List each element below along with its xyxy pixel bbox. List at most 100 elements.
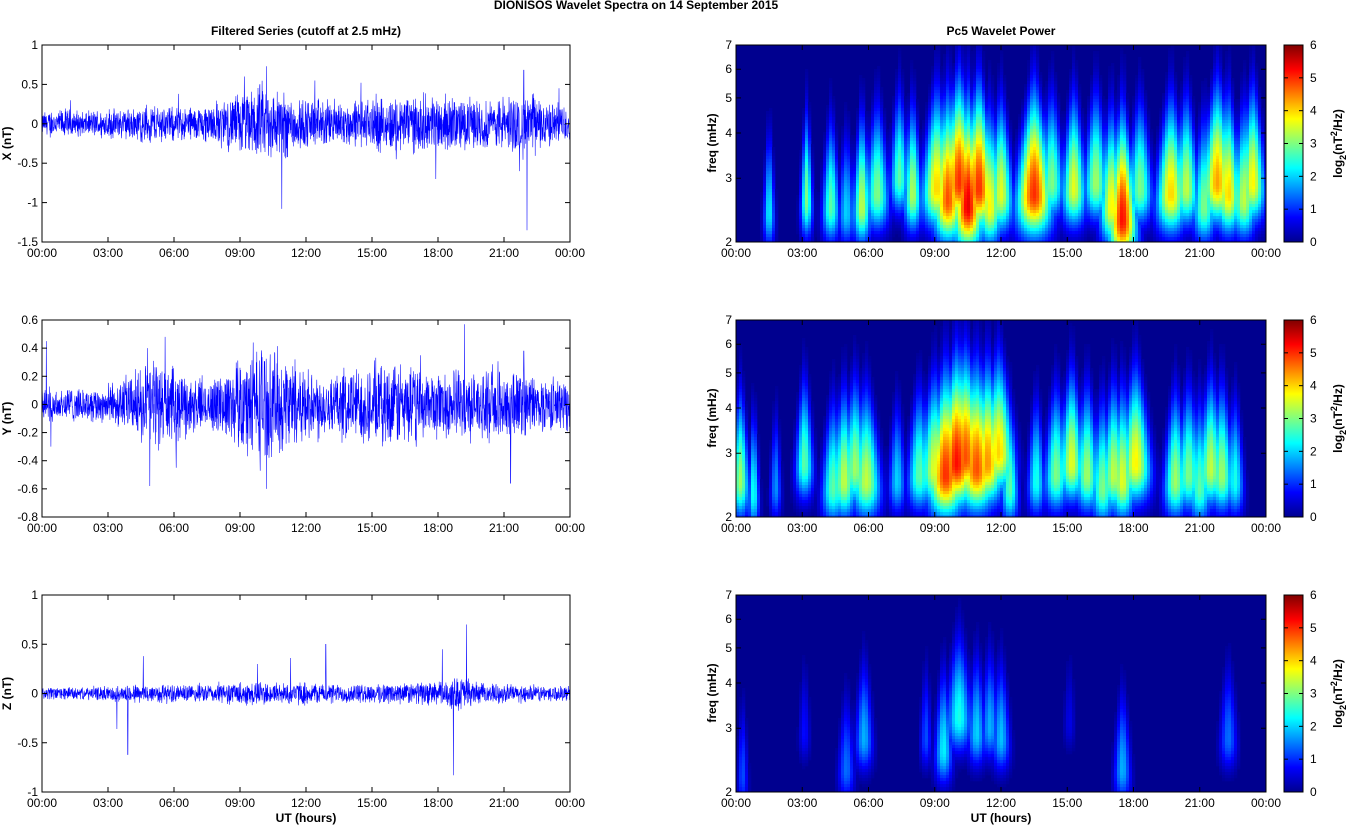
heatmap-cell bbox=[946, 93, 950, 97]
heatmap-cell bbox=[1048, 132, 1052, 136]
heatmap-cell bbox=[826, 228, 830, 232]
heatmap-cell bbox=[1033, 72, 1037, 76]
heatmap-cell bbox=[862, 183, 866, 187]
heatmap-cell bbox=[985, 165, 989, 169]
heatmap-cell bbox=[997, 111, 1001, 115]
heatmap-cell bbox=[859, 201, 863, 205]
heatmap-cell bbox=[850, 183, 854, 187]
heatmap-cell bbox=[1015, 141, 1019, 145]
heatmap-cell bbox=[772, 219, 776, 223]
heatmap-cell bbox=[958, 156, 962, 160]
heatmap-cell bbox=[1009, 129, 1013, 133]
heatmap-cell bbox=[1015, 144, 1019, 148]
heatmap-cell bbox=[985, 99, 989, 103]
heatmap-cell bbox=[940, 216, 944, 220]
heatmap-cell bbox=[1045, 234, 1049, 238]
heatmap-cell bbox=[901, 120, 905, 124]
heatmap-cell bbox=[1027, 204, 1031, 208]
heatmap-cell bbox=[871, 102, 875, 106]
heatmap-cell bbox=[1030, 69, 1034, 73]
heatmap-cell bbox=[892, 183, 896, 187]
heatmap-cell bbox=[934, 225, 938, 229]
heatmap-cell bbox=[976, 231, 980, 235]
heatmap-cell bbox=[880, 90, 884, 94]
heatmap-cell bbox=[1060, 204, 1064, 208]
heatmap-cell bbox=[763, 225, 767, 229]
heatmap-cell bbox=[1033, 198, 1037, 202]
heatmap-cell bbox=[1045, 90, 1049, 94]
heatmap-cell bbox=[970, 192, 974, 196]
heatmap-cell bbox=[1036, 63, 1040, 67]
heatmap-cell bbox=[841, 189, 845, 193]
heatmap-cell bbox=[1003, 165, 1007, 169]
heatmap-cell bbox=[958, 240, 962, 242]
heatmap-cell bbox=[1039, 234, 1043, 238]
heatmap-cell bbox=[937, 99, 941, 103]
heatmap-cell bbox=[1024, 138, 1028, 142]
heatmap-cell bbox=[970, 123, 974, 127]
heatmap-cell bbox=[985, 90, 989, 94]
heatmap-cell bbox=[835, 237, 839, 241]
heatmap-cell bbox=[841, 177, 845, 181]
heatmap-cell bbox=[763, 228, 767, 232]
heatmap-cell bbox=[1033, 165, 1037, 169]
heatmap-cell bbox=[823, 228, 827, 232]
heatmap-cell bbox=[883, 210, 887, 214]
heatmap-cell bbox=[973, 105, 977, 109]
heatmap-cell bbox=[895, 111, 899, 115]
heatmap-cell bbox=[931, 114, 935, 118]
heatmap-cell bbox=[976, 48, 980, 52]
heatmap-cell bbox=[1000, 60, 1004, 64]
heatmap-cell bbox=[1054, 189, 1058, 193]
heatmap-cell bbox=[1018, 189, 1022, 193]
heatmap-cell bbox=[1051, 237, 1055, 241]
heatmap-cell bbox=[844, 150, 848, 154]
heatmap-cell bbox=[973, 66, 977, 70]
heatmap-cell bbox=[928, 222, 932, 226]
heatmap-cell bbox=[868, 192, 872, 196]
heatmap-cell bbox=[1006, 177, 1010, 181]
heatmap-cell bbox=[850, 192, 854, 196]
heatmap-cell bbox=[964, 117, 968, 121]
heatmap-cell bbox=[1033, 84, 1037, 88]
heatmap-cell bbox=[856, 117, 860, 121]
heatmap-cell bbox=[1033, 168, 1037, 172]
heatmap-cell bbox=[1015, 192, 1019, 196]
heatmap-cell bbox=[832, 120, 836, 124]
heatmap-cell bbox=[1018, 144, 1022, 148]
heatmap-cell bbox=[847, 204, 851, 208]
heatmap-cell bbox=[988, 114, 992, 118]
heatmap-cell bbox=[907, 129, 911, 133]
heatmap-cell bbox=[868, 210, 872, 214]
heatmap-cell bbox=[1051, 195, 1055, 199]
heatmap-cell bbox=[1042, 165, 1046, 169]
heatmap-cell bbox=[865, 192, 869, 196]
heatmap-cell bbox=[1000, 240, 1004, 242]
heatmap-cell bbox=[1057, 228, 1061, 232]
heatmap-cell bbox=[946, 108, 950, 112]
heatmap-cell bbox=[976, 168, 980, 172]
y-tick-label: 0.2 bbox=[21, 369, 38, 383]
heatmap-cell bbox=[772, 153, 776, 157]
heatmap-cell bbox=[1003, 210, 1007, 214]
heatmap-cell bbox=[1060, 234, 1064, 238]
heatmap-cell bbox=[850, 153, 854, 157]
heatmap-cell bbox=[805, 87, 809, 91]
heatmap-cell bbox=[910, 237, 914, 241]
heatmap-cell bbox=[820, 213, 824, 217]
heatmap-cell bbox=[964, 63, 968, 67]
heatmap-cell bbox=[913, 141, 917, 145]
heatmap-cell bbox=[961, 180, 965, 184]
heatmap-cell bbox=[1012, 213, 1016, 217]
heatmap-cell bbox=[922, 150, 926, 154]
heatmap-cell bbox=[811, 204, 815, 208]
heatmap-cell bbox=[898, 141, 902, 145]
heatmap-cell bbox=[931, 153, 935, 157]
heatmap-cell bbox=[892, 171, 896, 175]
heatmap-cell bbox=[1039, 201, 1043, 205]
heatmap-cell bbox=[1063, 195, 1067, 199]
heatmap-cell bbox=[811, 231, 815, 235]
heatmap-cell bbox=[994, 207, 998, 211]
heatmap-cell bbox=[871, 135, 875, 139]
heatmap-cell bbox=[1036, 60, 1040, 64]
